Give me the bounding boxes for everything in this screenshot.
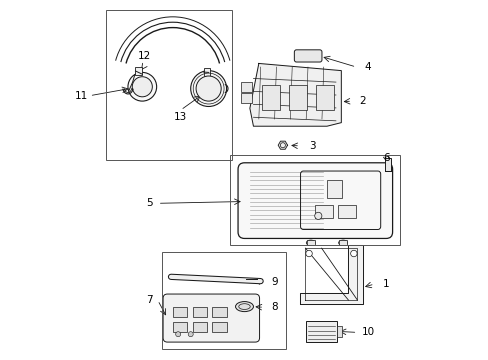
Text: 1: 1 (382, 279, 388, 289)
FancyBboxPatch shape (238, 163, 392, 238)
Ellipse shape (235, 302, 253, 312)
Circle shape (128, 72, 156, 101)
Bar (135, 67, 142, 75)
Ellipse shape (306, 240, 315, 246)
Polygon shape (249, 63, 341, 126)
Circle shape (314, 212, 321, 220)
Text: 2: 2 (359, 96, 366, 106)
Bar (192, 307, 206, 318)
Text: 3: 3 (309, 141, 315, 151)
Bar (212, 307, 226, 318)
Circle shape (132, 77, 152, 97)
Bar (306, 240, 314, 244)
Bar (262, 85, 280, 110)
Bar (315, 205, 333, 218)
Text: 11: 11 (75, 91, 88, 101)
Bar (230, 155, 400, 244)
Circle shape (175, 332, 180, 337)
Circle shape (188, 332, 193, 337)
Bar (241, 93, 251, 103)
Text: 13: 13 (173, 112, 186, 122)
Circle shape (280, 143, 285, 148)
Text: 9: 9 (271, 277, 278, 287)
Bar (316, 85, 333, 110)
Ellipse shape (338, 240, 347, 246)
Bar (384, 158, 390, 171)
Bar (162, 252, 285, 348)
Bar (172, 307, 187, 318)
Bar (212, 321, 226, 332)
Circle shape (305, 250, 312, 257)
Text: 8: 8 (271, 302, 278, 312)
Text: 12: 12 (137, 51, 150, 61)
Circle shape (196, 76, 221, 101)
Text: 6: 6 (382, 153, 388, 163)
Bar (338, 240, 346, 244)
Text: 7: 7 (146, 295, 152, 305)
Text: 10: 10 (361, 327, 374, 337)
Polygon shape (300, 244, 362, 304)
Bar (289, 85, 306, 110)
Bar (326, 180, 341, 198)
Text: 4: 4 (364, 62, 371, 72)
Bar (336, 326, 341, 337)
Polygon shape (278, 141, 287, 149)
Circle shape (190, 71, 226, 107)
Bar (305, 320, 336, 342)
Bar (106, 10, 231, 160)
Bar (172, 321, 187, 332)
FancyBboxPatch shape (163, 294, 259, 342)
Bar (203, 68, 210, 76)
Text: 5: 5 (146, 198, 152, 208)
Bar (241, 82, 251, 92)
Bar (337, 205, 355, 218)
FancyBboxPatch shape (294, 50, 321, 62)
Circle shape (350, 250, 356, 257)
Bar (192, 321, 206, 332)
